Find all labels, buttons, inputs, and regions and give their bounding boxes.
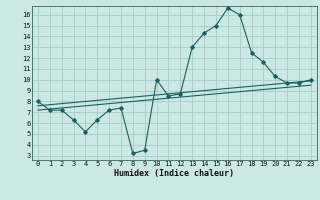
X-axis label: Humidex (Indice chaleur): Humidex (Indice chaleur) [115,169,234,178]
